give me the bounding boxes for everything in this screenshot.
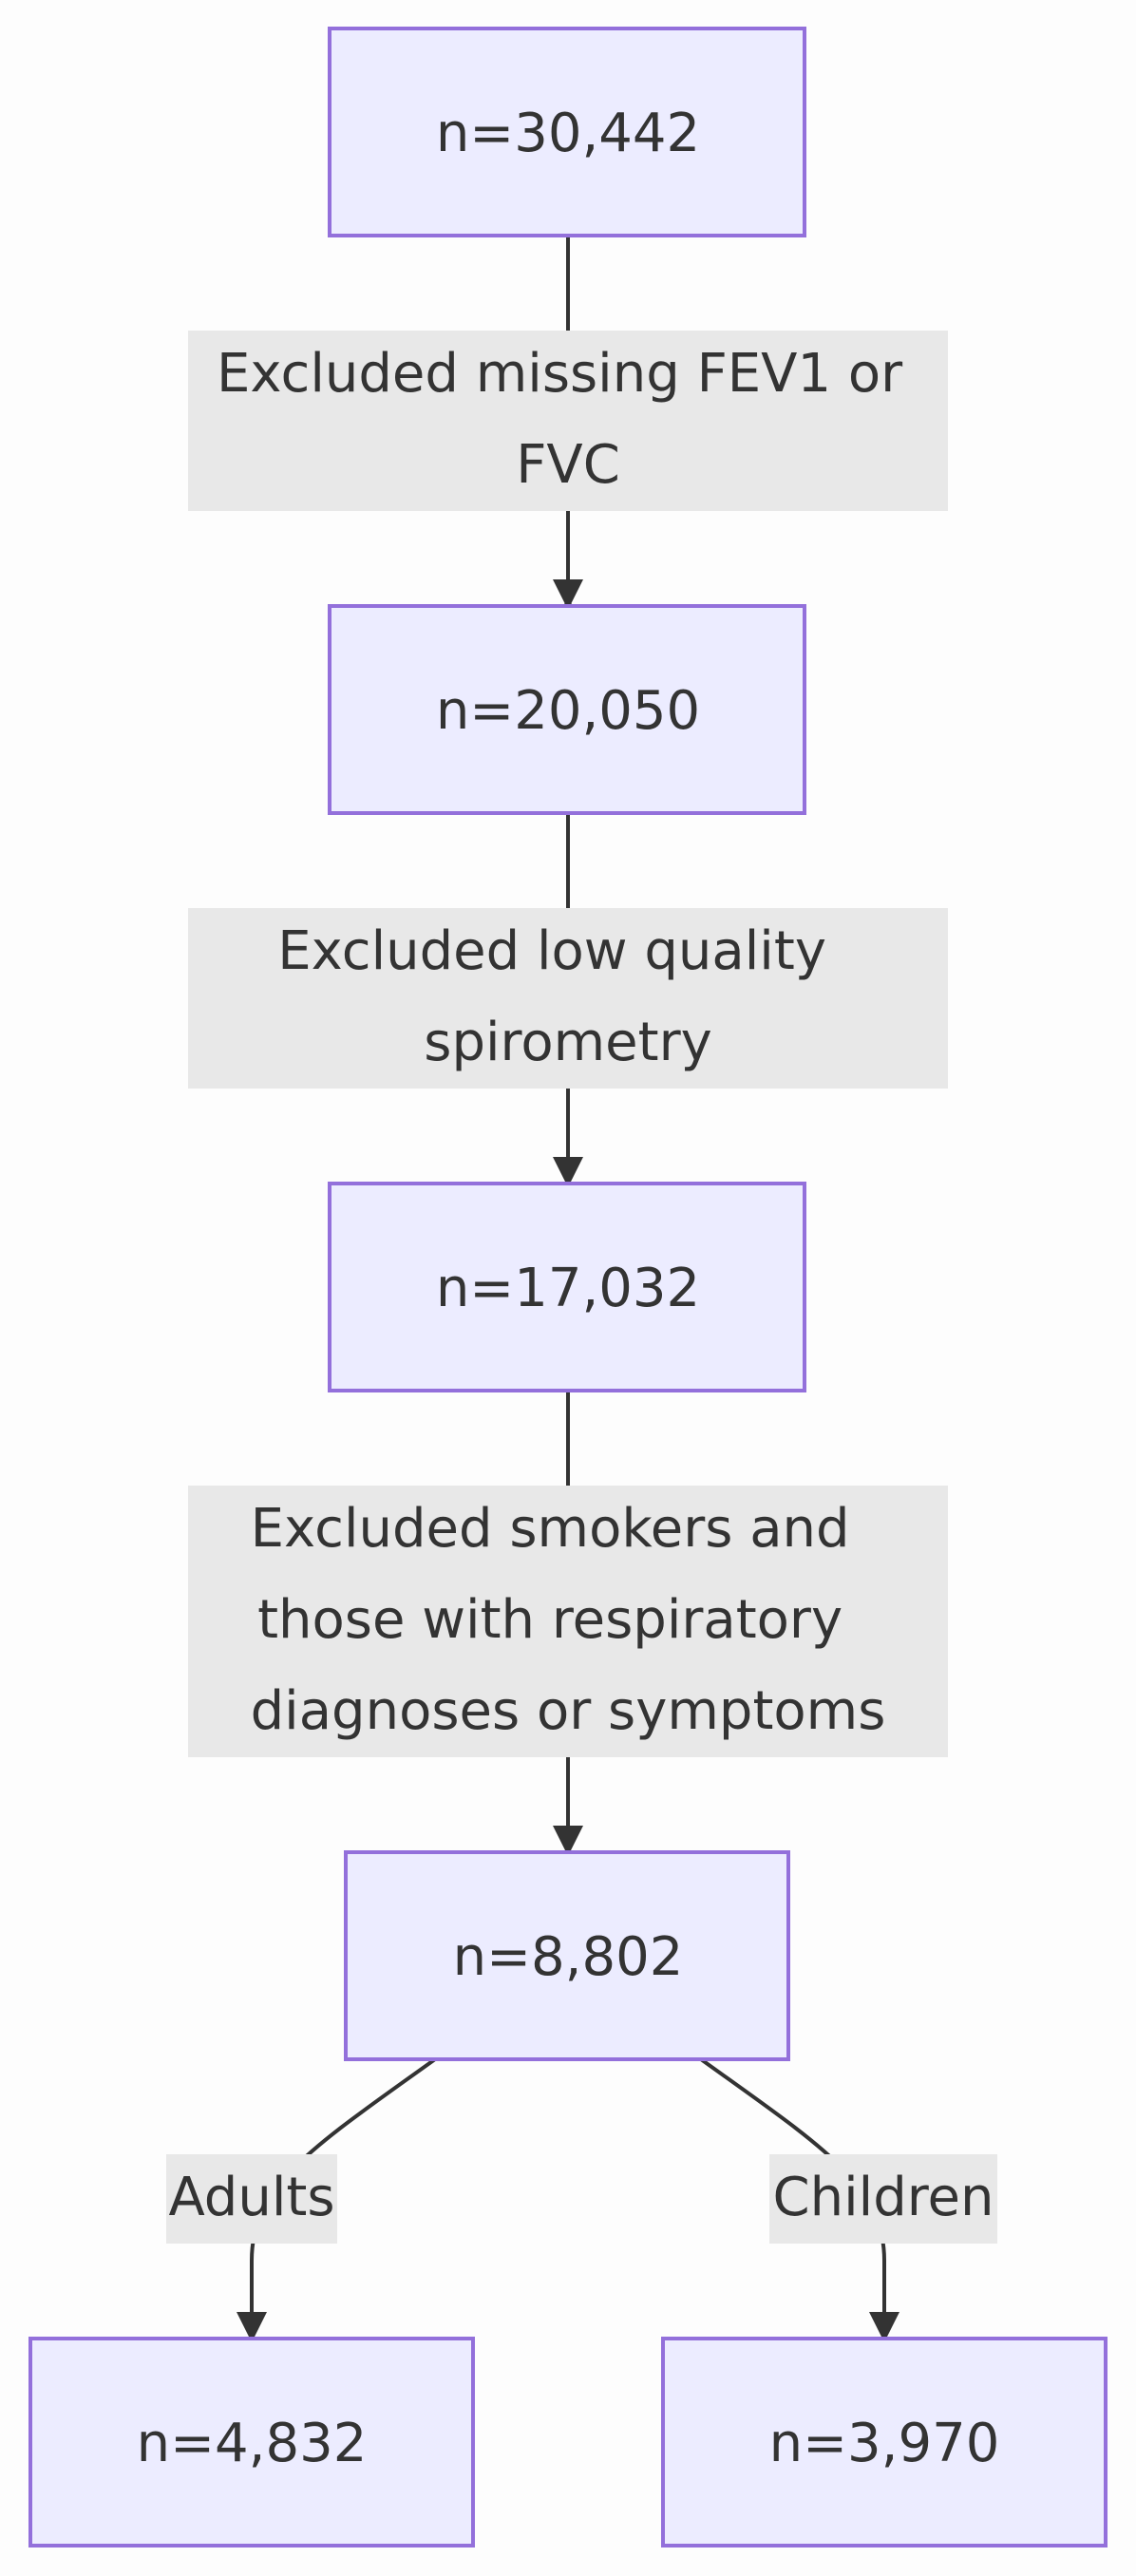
arrowhead-1 (553, 579, 583, 610)
node-after-missing-exclusion: n=20,050 (328, 604, 806, 815)
node-children: n=3,970 (661, 2337, 1108, 2548)
edge-label-line: Children (773, 2167, 994, 2228)
edge-label-line: Adults (168, 2167, 334, 2228)
svg-text:Excluded low quality spi: Excluded low quality spirometry (277, 920, 843, 1073)
arrowhead-2 (553, 1157, 583, 1187)
arrowhead-4 (237, 2312, 267, 2342)
svg-text:Adults: Adults (168, 2167, 334, 2228)
edge-label-line: diagnoses or symptoms (251, 1680, 886, 1742)
node-adults: n=4,832 (28, 2337, 475, 2548)
arrowhead-5 (869, 2312, 899, 2342)
edge-label-missing-fev1-fvc: Excluded missing FEV1 or FVC (188, 331, 948, 511)
edge-label-line: those with respiratory (257, 1589, 843, 1651)
edge-label-line: spirometry (424, 1012, 711, 1073)
edge-label-low-quality-spirometry: Excluded low quality spirometry (188, 908, 948, 1089)
svg-text:Excluded smokers and tho: Excluded smokers and those with respirat… (251, 1498, 886, 1742)
edge-label-smokers-respiratory: Excluded smokers and those with respirat… (188, 1486, 948, 1757)
node-after-quality-exclusion: n=17,032 (328, 1182, 806, 1392)
node-label: n=3,970 (769, 2413, 1000, 2474)
node-label: n=30,442 (436, 103, 700, 164)
edge-label-line: Excluded missing FEV1 or (217, 343, 903, 405)
node-label: n=4,832 (137, 2413, 368, 2474)
svg-text:Children: Children (773, 2167, 994, 2228)
node-label: n=17,032 (436, 1258, 700, 1319)
node-label: n=20,050 (436, 680, 700, 742)
edge-label-line: Excluded smokers and (251, 1498, 850, 1560)
edge-label-children: Children (769, 2154, 997, 2244)
svg-text:Excluded missing FEV1 or: Excluded missing FEV1 or FVC (217, 343, 919, 496)
edge-label-line: Excluded low quality (277, 920, 826, 982)
arrowhead-3 (553, 1826, 583, 1856)
edge-label-adults: Adults (166, 2154, 337, 2244)
edge-label-line: FVC (516, 434, 620, 496)
node-label: n=8,802 (453, 1926, 684, 1988)
node-total: n=30,442 (328, 27, 806, 237)
node-final-sample: n=8,802 (344, 1850, 790, 2061)
